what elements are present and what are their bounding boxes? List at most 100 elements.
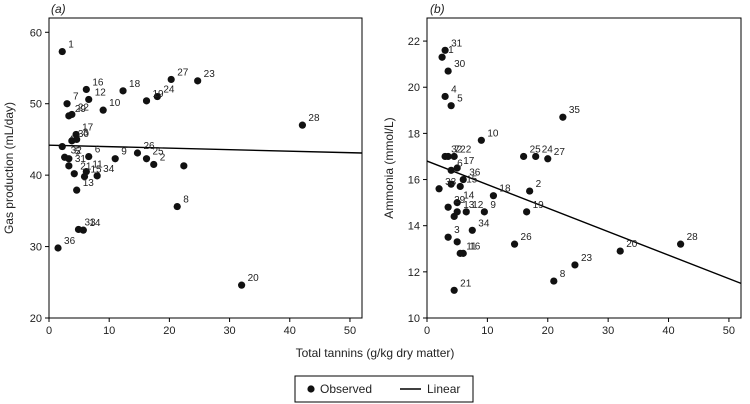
point-label: 28 <box>687 232 699 243</box>
point-label: 1 <box>68 40 74 51</box>
point-label: 10 <box>109 98 121 109</box>
point-label: 5 <box>457 94 463 105</box>
data-point <box>456 182 464 191</box>
point-label: 25 <box>153 147 165 158</box>
data-point <box>93 172 101 180</box>
y-tick-label: 40 <box>30 170 42 182</box>
point-label: 18 <box>129 79 141 90</box>
data-point <box>510 240 519 248</box>
point-label: 28 <box>308 113 320 124</box>
data-point <box>65 155 73 163</box>
point-label: 13 <box>83 178 95 189</box>
legend-box <box>294 375 474 403</box>
plot-frame <box>426 17 742 319</box>
point-label: 21 <box>460 278 472 289</box>
data-point <box>459 249 467 257</box>
data-point <box>435 185 443 193</box>
point-label: 34 <box>103 164 115 175</box>
data-point <box>68 110 76 119</box>
linear-fit-line <box>426 160 742 285</box>
point-label: 21 <box>80 162 92 173</box>
point-label: 19 <box>533 200 545 211</box>
point-label: 16 <box>469 241 481 252</box>
x-tick-label: 40 <box>662 325 674 337</box>
point-label: 22 <box>78 102 90 113</box>
point-label: 24 <box>542 144 554 155</box>
x-tick-label: 20 <box>163 325 175 337</box>
data-point <box>73 135 81 144</box>
point-label: 5 <box>75 147 81 158</box>
data-point <box>520 152 528 161</box>
point-label: 24 <box>163 85 175 96</box>
point-label: 30 <box>454 59 466 70</box>
point-label: 3 <box>454 225 460 236</box>
point-label: 10 <box>487 128 499 139</box>
data-point <box>447 180 455 188</box>
point-label: 3 <box>83 127 89 138</box>
data-point <box>444 233 452 241</box>
point-label: 20 <box>626 239 638 250</box>
data-point <box>544 155 552 163</box>
data-point <box>167 75 175 84</box>
data-point <box>480 208 488 216</box>
data-point <box>99 106 107 114</box>
data-point <box>58 142 66 151</box>
data-point <box>85 95 93 104</box>
data-point <box>133 149 142 157</box>
point-label: 2 <box>536 179 542 190</box>
data-point <box>82 85 90 94</box>
x-tick-label: 40 <box>284 325 296 337</box>
point-label: 29 <box>75 104 87 115</box>
point-label: 16 <box>92 77 104 88</box>
data-point <box>447 102 455 110</box>
point-label: 23 <box>581 253 593 264</box>
legend-observed-label: Observed <box>320 382 372 396</box>
panel-label: (b) <box>430 2 445 16</box>
y-axis-title: Ammonia (mmol/L) <box>382 117 396 218</box>
data-point <box>523 208 531 216</box>
data-point <box>238 281 246 289</box>
y-axis-title: Gas production (mL/day) <box>2 102 16 234</box>
data-point <box>111 155 119 163</box>
x-tick-label: 0 <box>46 325 52 337</box>
point-label: 18 <box>499 184 511 195</box>
x-tick-label: 50 <box>723 325 735 337</box>
point-label: 31 <box>451 38 463 49</box>
point-label: 8 <box>560 269 566 280</box>
data-point <box>571 261 579 269</box>
y-tick-label: 10 <box>408 313 420 325</box>
point-label: 26 <box>521 232 533 243</box>
plot-frame <box>48 17 363 319</box>
linear-fit-line <box>48 144 363 154</box>
x-tick-label: 10 <box>481 325 493 337</box>
point-label: 26 <box>143 141 155 152</box>
point-label: 31 <box>75 154 87 165</box>
point-label: 22 <box>460 144 472 155</box>
point-label: 17 <box>82 122 94 133</box>
data-point <box>70 170 78 178</box>
point-label: 33 <box>84 217 96 228</box>
data-point <box>462 208 470 216</box>
point-label: 7 <box>454 144 460 155</box>
legend: Observed Linear <box>294 375 474 403</box>
y-tick-label: 16 <box>408 175 420 187</box>
point-label: 32 <box>451 144 463 155</box>
point-label: 20 <box>248 273 260 284</box>
y-tick-label: 14 <box>408 221 420 233</box>
legend-linear-label: Linear <box>427 382 460 396</box>
data-point <box>298 121 307 129</box>
point-label: 29 <box>454 195 466 206</box>
point-label: 27 <box>177 67 189 78</box>
x-tick-label: 30 <box>602 325 614 337</box>
data-point <box>153 92 161 101</box>
data-point <box>444 152 452 161</box>
y-tick-label: 60 <box>30 27 42 39</box>
point-label: 6 <box>95 145 101 156</box>
data-point <box>441 92 449 101</box>
point-label: 12 <box>472 200 484 211</box>
data-point <box>453 164 461 172</box>
data-point <box>453 208 461 216</box>
point-label: 25 <box>530 144 542 155</box>
panel-a-plot: (a) 0 10 20 30 40 50 20 30 40 50 60 Gas production (… <box>2 2 363 337</box>
